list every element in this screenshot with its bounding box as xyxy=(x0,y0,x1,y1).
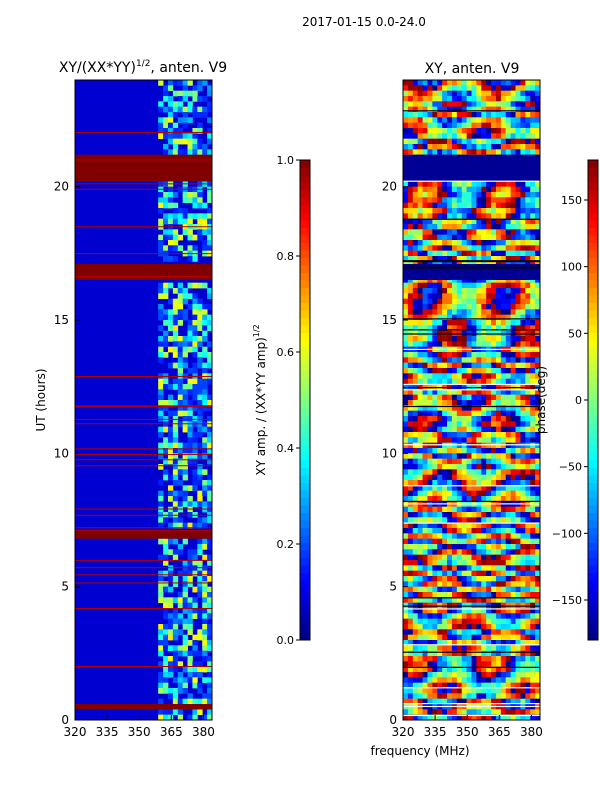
phase-colorbar-tick: −100 xyxy=(552,527,582,540)
amplitude-ylabel: UT (hours) xyxy=(34,368,48,431)
phase-xtick-label: 365 xyxy=(488,725,511,739)
phase-colorbar-tick: 50 xyxy=(568,327,582,340)
left-panel-title: XY/(XX*YY)1/2, anten. V9 xyxy=(59,59,227,76)
phase-colorbar-tick: 100 xyxy=(561,261,582,274)
phase-ytick-label: 10 xyxy=(382,446,397,460)
amplitude-heatmap xyxy=(75,80,213,721)
amplitude-plot-frame xyxy=(74,79,213,721)
phase-ytick-label: 5 xyxy=(389,580,397,594)
amplitude-ytick-label: 0 xyxy=(61,713,69,727)
right-panel-title: XY, anten. V9 xyxy=(425,61,520,77)
phase-xtick-label: 335 xyxy=(424,725,447,739)
phase-colorbar: −150 −100 −50 0 50 100 150 xyxy=(552,159,599,641)
phase-xtick-label: 320 xyxy=(392,725,415,739)
amplitude-colorbar-label: XY amp. / (XX*YY amp)1/2 xyxy=(252,324,268,475)
phase-xtick-label: 380 xyxy=(520,725,543,739)
amplitude-ytick-label: 5 xyxy=(61,580,69,594)
amplitude-xtick-label: 365 xyxy=(160,725,183,739)
amplitude-xtick-label: 380 xyxy=(192,725,215,739)
amplitude-xtick-label: 335 xyxy=(96,725,119,739)
amplitude-colorbar-tick: 1.0 xyxy=(277,154,295,167)
amplitude-xtick-label: 320 xyxy=(64,725,87,739)
amplitude-colorbar-tick: 0.4 xyxy=(277,442,295,455)
phase-colorbar-tick: −150 xyxy=(552,594,582,607)
amplitude-ytick-label: 20 xyxy=(54,180,69,194)
phase-ytick-label: 15 xyxy=(382,313,397,327)
phase-colorbar-label: phase(deg) xyxy=(534,366,548,434)
amplitude-ytick-label: 15 xyxy=(54,313,69,327)
phase-colorbar-tick: 0 xyxy=(575,394,582,407)
phase-heatmap xyxy=(403,80,541,721)
amplitude-colorbar-tick: 0.2 xyxy=(277,538,295,551)
phase-ytick-label: 20 xyxy=(382,180,397,194)
amplitude-axes: 320 335 350 365 380 0 5 10 15 20 xyxy=(54,180,215,739)
phase-ytick-label: 0 xyxy=(389,713,397,727)
phase-xtick-label: 350 xyxy=(456,725,479,739)
amplitude-colorbar-tick: 0.0 xyxy=(277,634,295,647)
phase-plot-frame xyxy=(402,79,541,721)
phase-colorbar-tick: −50 xyxy=(559,461,582,474)
phase-colorbar-tick: 150 xyxy=(561,194,582,207)
frequency-xlabel: frequency (MHz) xyxy=(370,744,469,758)
phase-axes: 320 335 350 365 380 0 5 10 15 20 xyxy=(382,180,543,739)
amplitude-xtick-label: 350 xyxy=(128,725,151,739)
amplitude-colorbar: 0.0 0.2 0.4 0.6 0.8 1.0 xyxy=(277,154,311,647)
amplitude-ytick-label: 10 xyxy=(54,446,69,460)
amplitude-colorbar-tick: 0.8 xyxy=(277,250,295,263)
figure-suptitle: 2017-01-15 0.0-24.0 xyxy=(302,15,426,29)
amplitude-colorbar-tick: 0.6 xyxy=(277,346,295,359)
